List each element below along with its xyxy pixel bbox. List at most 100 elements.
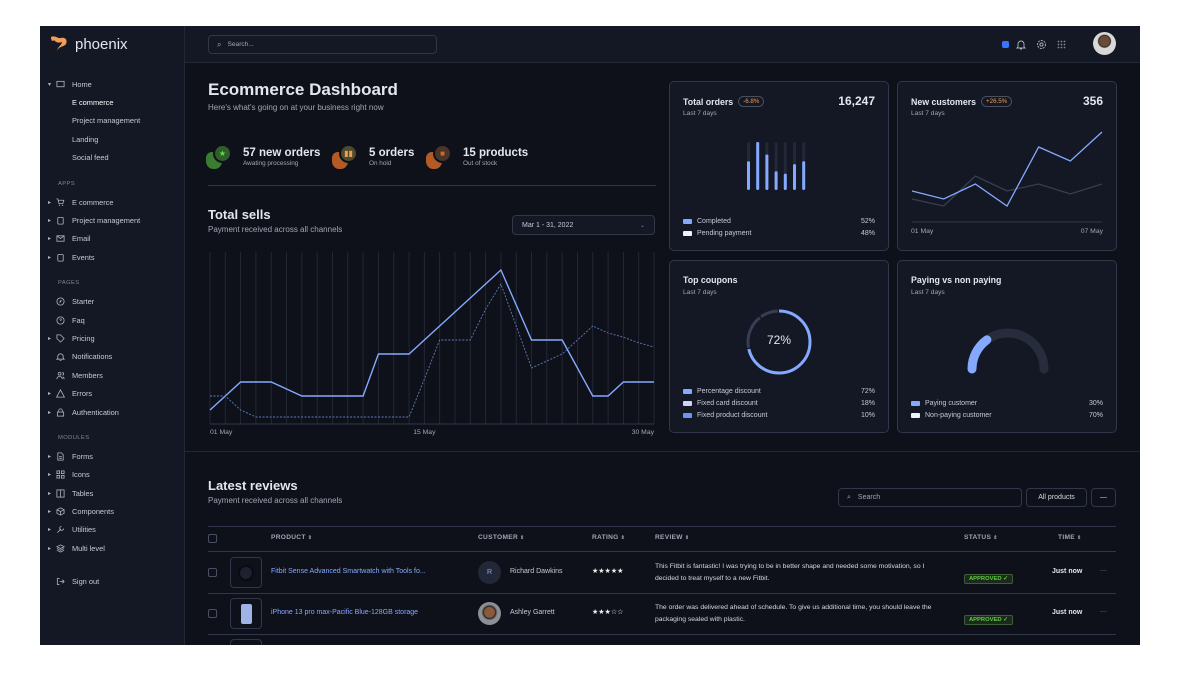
global-search-input[interactable]: ⌕ Search... (208, 35, 437, 54)
row-actions-icon[interactable]: — (1100, 608, 1107, 615)
caret-right-icon: ▸ (48, 490, 52, 497)
gear-icon[interactable] (1035, 37, 1047, 51)
stat-out-of-stock[interactable]: ■ 15 products Out of stock (426, 144, 528, 170)
customer-name[interactable]: Ashley Garrett (510, 609, 555, 616)
card-period: Last 7 days (911, 110, 945, 117)
bell-icon[interactable] (1015, 37, 1027, 51)
column-header-product[interactable]: PRODUCT ⇕ (271, 534, 313, 541)
select-all-checkbox[interactable] (208, 534, 217, 543)
topbar: ⌕ Search... (185, 26, 1140, 63)
sidebar-subitem-ecommerce[interactable]: E commerce (72, 98, 114, 108)
coupons-donut-chart (746, 309, 812, 375)
product-image-iphone[interactable] (230, 598, 262, 629)
sidebar-item-icons[interactable]: ▸ Icons (48, 466, 183, 484)
stat-label: On hold (369, 160, 392, 167)
sidebar-subitem-landing[interactable]: Landing (72, 134, 99, 144)
sidebar-subitem-project-management[interactable]: Project management (72, 116, 141, 126)
product-link[interactable]: iPhone 13 pro max-Pacific Blue-128GB sto… (271, 609, 419, 616)
stat-label: Out of stock (463, 160, 498, 167)
customer-avatar (478, 602, 501, 625)
legend-label: Paying customer (925, 399, 978, 407)
sidebar-item-members[interactable]: Members (48, 366, 183, 384)
tag-icon (54, 333, 66, 343)
sidebar-item-authentication[interactable]: ▸ Authentication (48, 403, 183, 421)
bar (747, 161, 750, 190)
review-time: Just now (1052, 568, 1083, 575)
column-header-status[interactable]: STATUS ⇕ (964, 534, 998, 541)
user-avatar[interactable] (1093, 32, 1116, 55)
columns-icon (54, 488, 66, 498)
sidebar-subitem-social-feed[interactable]: Social feed (72, 153, 109, 163)
sort-icon: ⇕ (520, 535, 525, 541)
stat-label: Awating processing (243, 160, 299, 167)
sidebar-item-utilities[interactable]: ▸ Utilities (48, 521, 183, 539)
stat-value: 15 products (463, 147, 529, 159)
apps-grid-icon[interactable] (1055, 37, 1067, 51)
sidebar-item-notifications[interactable]: Notifications (48, 348, 183, 366)
card-title: Top coupons (683, 275, 738, 285)
bar (756, 142, 760, 190)
sidebar-item-forms[interactable]: ▸ Forms (48, 447, 183, 465)
row-checkbox[interactable] (208, 609, 217, 618)
stat-value: 5 orders (369, 147, 415, 159)
product-link[interactable]: Fitbit Sense Advanced Smartwatch with To… (271, 568, 426, 575)
total-sells-chart: 01 May 15 May 30 May (209, 252, 655, 436)
column-header-review[interactable]: REVIEW ⇕ (655, 534, 690, 541)
sidebar-nav: ▾ Home E commerce Project management Lan… (48, 75, 183, 591)
row-checkbox[interactable] (208, 568, 217, 577)
more-options-button[interactable]: — (1091, 488, 1116, 507)
sidebar-item-project-management[interactable]: ▸ Project management (48, 211, 183, 229)
orders-bar-chart (747, 142, 806, 190)
card-title: Paying vs non paying (911, 275, 1002, 285)
sidebar-item-email[interactable]: ▸ Email (48, 230, 183, 248)
bar (793, 164, 796, 190)
help-circle-icon (54, 315, 66, 325)
sidebar-item-faq[interactable]: Faq (48, 311, 183, 329)
sidebar-item-starter[interactable]: Starter (48, 292, 183, 310)
customer-name[interactable]: Richard Dawkins (510, 568, 563, 575)
column-header-rating[interactable]: RATING ⇕ (592, 534, 626, 541)
card-period: Last 7 days (911, 289, 945, 296)
divider (208, 185, 656, 186)
theme-toggle-icon[interactable] (999, 37, 1011, 51)
product-image-smartwatch[interactable] (230, 557, 262, 588)
stat-new-orders[interactable]: ★ 57 new orders Awating processing (206, 144, 320, 170)
date-range-select[interactable]: Mar 1 - 31, 2022 ⌄ (512, 215, 655, 235)
sidebar-item-home[interactable]: ▾ Home (48, 75, 183, 93)
legend-swatch (911, 412, 920, 418)
donut-center-label: 72% (766, 333, 792, 347)
column-header-customer[interactable]: CUSTOMER ⇕ (478, 534, 525, 541)
legend-value: 70% (1088, 411, 1103, 419)
sidebar-item-errors[interactable]: ▸ Errors (48, 384, 183, 402)
table-divider (208, 634, 1116, 635)
sign-out-button[interactable]: Sign out (48, 572, 183, 590)
legend-label: Fixed product discount (697, 411, 768, 419)
sidebar-item-components[interactable]: ▸ Components (48, 502, 183, 520)
legend-value: 72% (860, 387, 875, 395)
caret-right-icon: ▸ (48, 453, 52, 460)
sidebar-item-e-commerce[interactable]: ▸ E commerce (48, 193, 183, 211)
stat-on-hold[interactable]: ▮▮ 5 orders On hold (332, 144, 414, 170)
series-line (911, 131, 1103, 207)
sidebar-item-label: Project management (72, 216, 141, 226)
product-image[interactable] (230, 639, 262, 645)
caret-right-icon: ▸ (48, 409, 52, 416)
sidebar-item-tables[interactable]: ▸ Tables (48, 484, 183, 502)
total-sells-subtitle: Payment received across all channels (208, 225, 343, 234)
change-badge: +26.5% (981, 96, 1013, 107)
caret-right-icon: ▸ (48, 509, 52, 516)
all-products-button[interactable]: All products (1026, 488, 1087, 507)
gauge-fill (967, 328, 1049, 374)
sidebar-item-label: Multi level (72, 543, 105, 553)
series-line (911, 175, 1103, 207)
sidebar-item-label: Pricing (72, 333, 95, 343)
sidebar-item-label: Utilities (72, 525, 96, 535)
legend-swatch (683, 400, 692, 406)
column-header-time[interactable]: TIME ⇕ (1058, 534, 1082, 541)
reviews-search-input[interactable]: ⌕ Search (838, 488, 1022, 507)
row-actions-icon[interactable]: — (1100, 567, 1107, 574)
sidebar-item-pricing[interactable]: ▸ Pricing (48, 329, 183, 347)
logo[interactable]: phoenix (49, 34, 128, 54)
sidebar-item-multi-level[interactable]: ▸ Multi level (48, 539, 183, 557)
sidebar-item-events[interactable]: ▸ Events (48, 248, 183, 266)
